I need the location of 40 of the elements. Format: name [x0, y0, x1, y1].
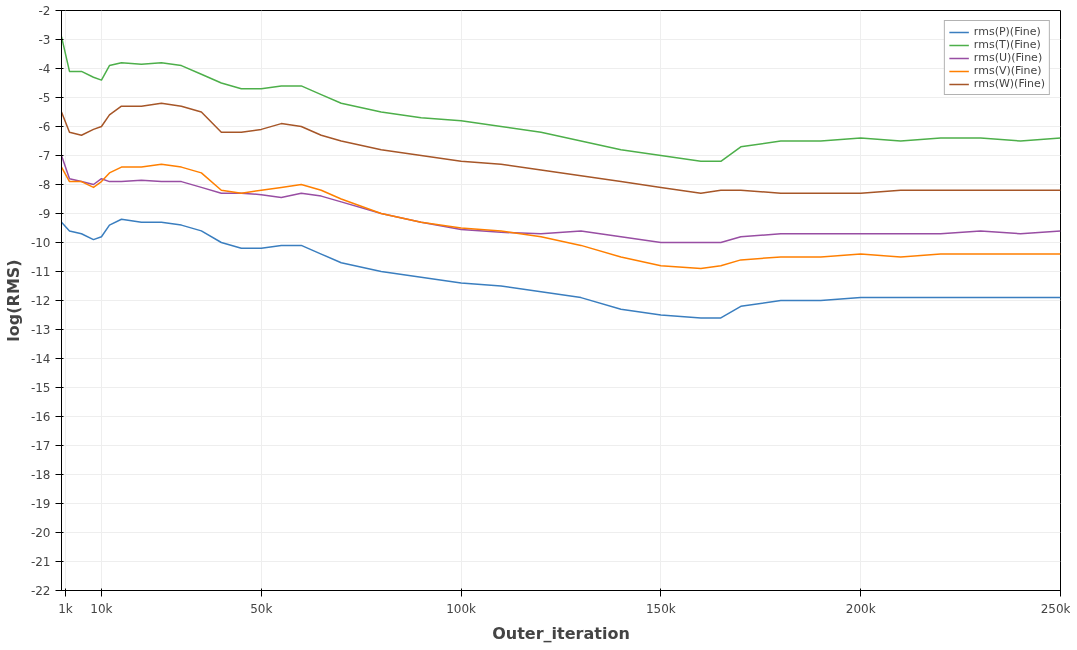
x-axis-title: Outer_iteration	[492, 623, 630, 643]
y-tick-label: -4	[38, 62, 51, 76]
y-tick-label: -5	[38, 91, 51, 105]
line-series	[61, 102, 1061, 194]
y-tick-label: -19	[30, 497, 51, 511]
legend-label: rms(T)(Fine)	[973, 38, 1041, 51]
y-tick-label: -13	[30, 323, 51, 337]
y-tick-label: -18	[30, 468, 51, 482]
y-tick-label: -11	[30, 265, 51, 279]
y-tick-label: -16	[30, 410, 51, 424]
y-tick-label: -22	[30, 584, 51, 598]
x-tick-label: 1k	[58, 601, 73, 616]
x-tick-label: 150k	[645, 601, 676, 616]
x-tick-label: 100k	[446, 601, 477, 616]
y-tick-label: -14	[30, 352, 51, 366]
legend-label: rms(V)(Fine)	[973, 64, 1042, 77]
y-tick-label: -9	[38, 207, 51, 221]
legend-label: rms(W)(Fine)	[973, 77, 1045, 90]
x-tick-label: 250k	[1040, 601, 1071, 616]
y-axis-title: log(RMS)	[3, 259, 23, 342]
y-tick-label: -15	[30, 381, 51, 395]
y-tick-label: -20	[30, 526, 51, 540]
x-tick-label: 50k	[250, 601, 273, 616]
legend-label: rms(P)(Fine)	[973, 25, 1041, 38]
x-tick-label: 10k	[90, 601, 113, 616]
y-tick-label: -17	[30, 439, 51, 453]
y-tick-label: -8	[38, 178, 51, 192]
y-tick-label: -2	[38, 4, 51, 18]
y-tick-label: -6	[38, 120, 51, 134]
y-tick-label: -12	[30, 294, 51, 308]
x-tick-label: 200k	[845, 601, 876, 616]
line-series	[61, 218, 1061, 319]
line-series	[61, 163, 1061, 270]
y-tick-label: -3	[38, 33, 51, 47]
legend-label: rms(U)(Fine)	[973, 51, 1043, 64]
y-tick-label: -10	[30, 236, 51, 250]
line-series	[61, 35, 1061, 163]
line-series	[61, 154, 1061, 244]
y-tick-label: -21	[30, 555, 51, 569]
y-tick-label: -7	[38, 149, 51, 163]
